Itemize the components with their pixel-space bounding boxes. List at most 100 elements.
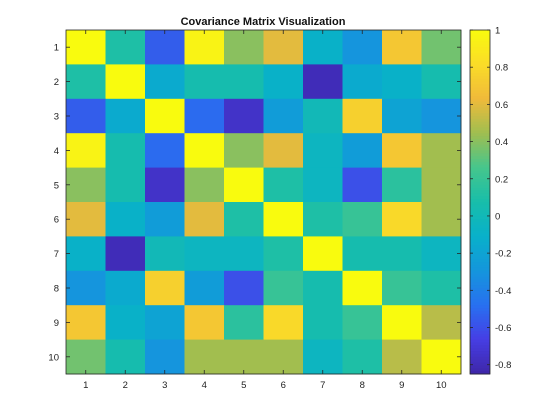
colorbar-segment <box>470 98 490 103</box>
colorbar-segment <box>470 110 490 114</box>
colorbar-segment <box>470 179 490 183</box>
heatmap-cell-r8-c4 <box>184 270 225 306</box>
colorbar-segment <box>470 328 490 332</box>
heatmap-cell-r8-c10 <box>421 270 462 306</box>
colorbar-segment <box>470 204 490 209</box>
colorbar-segment <box>470 310 490 315</box>
colorbar-segment <box>470 308 490 312</box>
chart-title: Covariance Matrix Visualization <box>181 16 346 28</box>
heatmap-cell-r7-c6 <box>263 236 304 272</box>
heatmap-cell-r7-c8 <box>342 236 383 272</box>
colorbar-segment <box>470 173 490 177</box>
colorbar-segment <box>470 256 490 260</box>
heatmap-cell-r3-c2 <box>105 98 146 134</box>
heatmap-cell-r6-c5 <box>224 202 264 237</box>
colorbar-segment <box>470 153 490 157</box>
heatmap-cell-r6-c1 <box>66 202 106 237</box>
heatmap-cell-r4-c1 <box>66 133 106 168</box>
colorbar-segment <box>470 299 490 303</box>
heatmap-cell-r8-c2 <box>105 270 146 306</box>
y-tick-label: 1 <box>54 43 59 54</box>
heatmap-cell-r5-c10 <box>421 167 462 203</box>
colorbar: 1 0.8 0.6 0.4 0.2 0 -0.2 -0.4 -0.6 -0.8 <box>469 26 511 375</box>
heatmap-cell-r10-c10 <box>421 339 462 375</box>
colorbar-segment <box>470 342 490 346</box>
heatmap-cell-r4-c8 <box>342 133 383 168</box>
heatmap-cell-r9-c8 <box>342 305 383 340</box>
colorbar-segment <box>470 78 490 83</box>
y-tick-label: 3 <box>54 112 59 123</box>
colorbar-segment <box>470 368 490 372</box>
colorbar-segment <box>470 113 490 117</box>
heatmap-cell-r8-c6 <box>263 270 304 306</box>
x-tick-label: 2 <box>123 380 128 391</box>
heatmap-cell-r2-c6 <box>263 64 304 100</box>
colorbar-segment <box>470 356 490 361</box>
heatmap-cell-r7-c2 <box>105 236 146 272</box>
colorbar-segment <box>470 50 490 54</box>
heatmap-cell-r3-c6 <box>263 98 304 134</box>
heatmap-cell-r5-c1 <box>66 167 106 203</box>
colorbar-segment <box>470 35 490 40</box>
colorbar-segment <box>470 187 490 192</box>
colorbar-segment <box>470 181 490 186</box>
colorbar-segment <box>470 293 490 298</box>
heatmap-cell-r4-c4 <box>184 133 225 168</box>
colorbar-segment <box>470 104 490 108</box>
heatmap-cell-r5-c8 <box>342 167 383 203</box>
colorbar-segment <box>470 325 490 329</box>
colorbar-segment <box>470 190 490 194</box>
colorbar-segment <box>470 44 490 48</box>
colorbar-segment <box>470 64 490 68</box>
y-tick-label: 9 <box>54 318 59 329</box>
heatmap-cell-r2-c3 <box>145 64 185 100</box>
heatmap-cell-r4-c5 <box>224 133 264 168</box>
heatmap-cell-r4-c6 <box>263 133 304 168</box>
colorbar-segment <box>470 167 490 171</box>
colorbar-segment <box>470 124 490 128</box>
y-tick-label: 8 <box>54 284 59 295</box>
colorbar-segment <box>470 93 490 97</box>
colorbar-segment <box>470 159 490 163</box>
x-tick-label: 5 <box>241 380 246 391</box>
colorbar-tick-label: 0.8 <box>495 63 508 74</box>
heatmap-cell-r7-c5 <box>224 236 264 272</box>
heatmap-cell-r9-c4 <box>184 305 225 340</box>
colorbar-segment <box>470 136 490 140</box>
colorbar-segment <box>470 176 490 180</box>
colorbar-segment <box>470 202 490 206</box>
colorbar-segment <box>470 233 490 237</box>
heatmap-cell-r2-c5 <box>224 64 264 100</box>
x-tick-label: 4 <box>202 380 207 391</box>
heatmap-cell-r3-c5 <box>224 98 264 134</box>
y-tick-label: 7 <box>54 249 59 260</box>
colorbar-segment <box>470 164 490 169</box>
colorbar-segment <box>470 141 490 146</box>
colorbar-segment <box>470 216 490 220</box>
heatmap-cell-r4-c10 <box>421 133 462 168</box>
heatmap-cell-r2-c2 <box>105 64 146 100</box>
colorbar-segment <box>470 90 490 94</box>
colorbar-segment <box>470 32 490 37</box>
heatmap-cell-r1-c6 <box>263 30 304 65</box>
heatmap-cell-r7-c10 <box>421 236 462 272</box>
colorbar-segment <box>470 276 490 280</box>
colorbar-segment <box>470 81 490 85</box>
colorbar-segment <box>470 305 490 309</box>
heatmap-cell-r3-c8 <box>342 98 383 134</box>
heatmap-cell-r10-c5 <box>224 339 264 375</box>
heatmap-cell-r4-c9 <box>382 133 422 168</box>
colorbar-segment <box>470 279 490 283</box>
heatmap-cell-r7-c1 <box>66 236 106 272</box>
heatmap-cell-r7-c9 <box>382 236 422 272</box>
heatmap-cell-r1-c3 <box>145 30 185 65</box>
colorbar-segment <box>470 84 490 88</box>
colorbar-segment <box>470 116 490 120</box>
colorbar-segment <box>470 250 490 255</box>
heatmap-cell-r1-c8 <box>342 30 383 65</box>
heatmap-cell-r9-c3 <box>145 305 185 340</box>
colorbar-segment <box>470 331 490 335</box>
colorbar-segment <box>470 170 490 174</box>
y-tick-label: 10 <box>48 352 59 363</box>
heatmap-cell-r2-c1 <box>66 64 106 100</box>
